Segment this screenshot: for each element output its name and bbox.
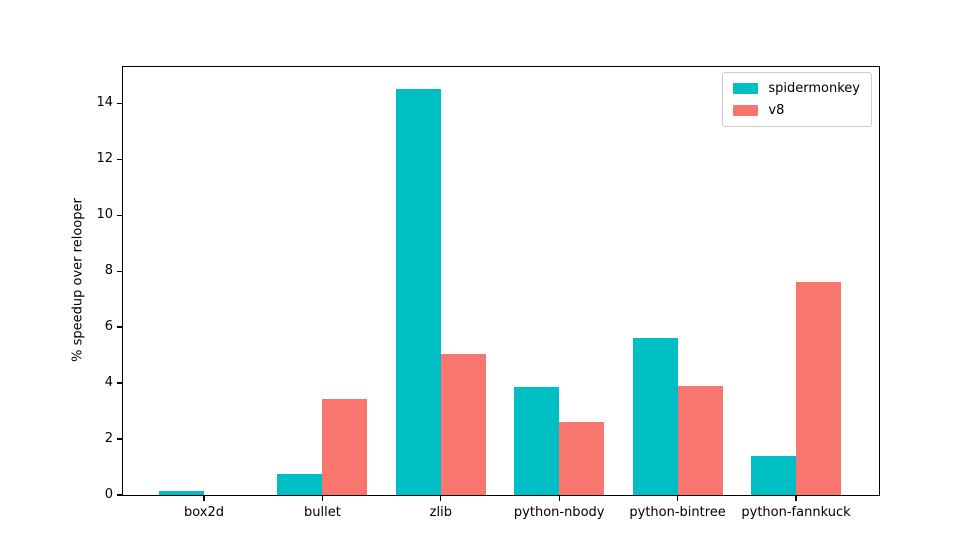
legend-swatch-spidermonkey (733, 83, 759, 94)
x-tick-mark (321, 496, 324, 501)
x-tick-label-python-nbody: python-nbody (513, 505, 605, 520)
legend-label-spidermonkey: spidermonkey (768, 81, 860, 96)
bar-spidermonkey-python-bintree (632, 338, 678, 495)
y-tick-mark (117, 326, 122, 328)
x-tick-mark (795, 496, 797, 501)
legend-label-v8: v8 (768, 103, 785, 118)
bar-v8-bullet (322, 398, 368, 495)
bar-spidermonkey-python-nbody (514, 387, 560, 495)
y-tick-mark (117, 102, 122, 105)
y-tick-label: 0 (104, 487, 113, 503)
y-tick-mark (117, 270, 122, 272)
y-tick-label: 6 (104, 319, 113, 335)
y-tick-label: 10 (96, 207, 113, 223)
x-tick-mark (203, 496, 205, 501)
x-tick-label-python-bintree: python-bintree (629, 505, 726, 520)
bar-spidermonkey-bullet (277, 474, 323, 495)
y-tick-mark (117, 494, 122, 496)
x-tick-mark (676, 496, 679, 501)
bar-v8-python-bintree (677, 385, 723, 495)
bar-v8-python-nbody (559, 422, 605, 495)
legend-swatch-v8 (733, 105, 759, 116)
bar-spidermonkey-python-fannkuck (751, 455, 796, 495)
y-tick-label: 8 (104, 263, 113, 279)
x-tick-label-zlib: zlib (429, 505, 452, 520)
bar-v8-python-fannkuck (796, 282, 841, 495)
bar-v8-zlib (440, 353, 486, 495)
x-tick-label-python-fannkuck: python-fannkuck (741, 505, 851, 520)
x-tick-mark (440, 496, 442, 501)
legend: spidermonkey v8 (722, 72, 872, 127)
x-tick-label-bullet: bullet (303, 505, 341, 520)
y-tick-mark (117, 214, 122, 216)
y-tick-mark (117, 382, 122, 384)
bar-spidermonkey-box2d (159, 490, 204, 495)
legend-item-v8: v8 (733, 103, 860, 118)
y-axis-label: % speedup over relooper (70, 198, 86, 362)
y-tick-label: 12 (96, 151, 113, 167)
plot-area: spidermonkey v8 0 2 4 6 8 10 12 14 box2d bullet zli… (96, 66, 880, 520)
x-tick-mark (558, 496, 560, 501)
legend-item-spidermonkey: spidermonkey (733, 81, 860, 96)
y-tick-label: 14 (96, 95, 113, 111)
x-tick-label-box2d: box2d (183, 505, 225, 520)
bar-spidermonkey-zlib (395, 89, 441, 495)
y-tick-label: 2 (104, 431, 113, 447)
y-tick-label: 4 (104, 375, 113, 391)
y-tick-mark (117, 438, 122, 440)
y-tick-mark (117, 158, 122, 160)
